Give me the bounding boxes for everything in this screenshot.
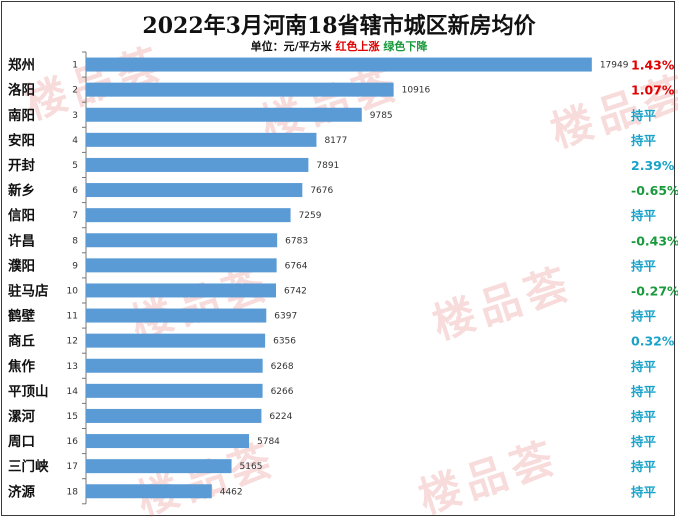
change-label: 0.32% — [631, 334, 675, 349]
city-label: 商丘 — [8, 333, 35, 350]
city-label: 平顶山 — [8, 384, 49, 400]
bar — [86, 107, 362, 122]
value-label: 6783 — [285, 236, 308, 246]
red-legend: 红色上涨 — [335, 40, 380, 53]
value-label: 6742 — [284, 286, 307, 296]
city-label: 济源 — [8, 483, 35, 500]
value-label: 9785 — [370, 111, 393, 121]
value-label: 6356 — [273, 337, 296, 347]
city-label: 开封 — [8, 157, 35, 174]
value-label: 10916 — [402, 86, 431, 96]
rank-label: 12 — [67, 337, 78, 347]
rank-label: 6 — [72, 186, 78, 196]
rank-label: 7 — [72, 211, 78, 221]
rank-label: 8 — [72, 236, 78, 246]
bar — [86, 183, 303, 198]
change-label: 1.43% — [631, 58, 675, 73]
city-label: 鹤壁 — [8, 308, 35, 325]
city-label: 焦作 — [7, 358, 35, 375]
chart-title: 2022年3月河南18省辖市城区新房均价 — [142, 13, 536, 39]
city-label: 信阳 — [8, 207, 35, 224]
bar — [86, 333, 266, 348]
change-label: 1.07% — [631, 83, 675, 98]
change-label: 持平 — [631, 359, 657, 374]
bar — [86, 157, 309, 172]
city-label: 濮阳 — [8, 257, 35, 274]
value-label: 7676 — [310, 186, 333, 196]
rank-label: 11 — [67, 312, 78, 322]
change-label: -0.27% — [631, 283, 678, 298]
change-label: 持平 — [631, 208, 657, 223]
chart-subtitle: 单位：元/平方米 红色上涨 绿色下降 — [0, 38, 678, 54]
city-label: 许昌 — [8, 232, 35, 249]
city-label: 洛阳 — [8, 82, 35, 99]
change-label: 持平 — [631, 409, 657, 424]
change-label: 2.39% — [631, 158, 675, 173]
city-label: 郑州 — [8, 57, 35, 74]
change-label: -0.65% — [631, 183, 678, 198]
bar — [86, 383, 263, 398]
bar — [86, 233, 278, 248]
change-label: 持平 — [631, 108, 657, 123]
green-legend: 绿色下降 — [383, 40, 428, 53]
value-label: 6266 — [271, 387, 294, 397]
value-label: 8177 — [324, 136, 347, 146]
bar — [86, 258, 277, 273]
bar — [86, 57, 592, 72]
city-label: 安阳 — [8, 132, 35, 149]
change-label: 持平 — [631, 384, 657, 399]
rank-label: 13 — [67, 362, 78, 372]
change-label: 持平 — [631, 434, 657, 449]
change-label: 持平 — [631, 258, 657, 273]
rank-label: 14 — [67, 387, 79, 397]
chart-frame — [1, 1, 675, 516]
bar — [86, 484, 212, 499]
value-label: 6224 — [269, 412, 292, 422]
value-label: 6764 — [285, 261, 308, 271]
change-label: 持平 — [631, 459, 657, 474]
bar — [86, 408, 262, 423]
value-label: 6397 — [274, 312, 297, 322]
value-label: 5165 — [240, 462, 263, 472]
value-label: 17949 — [600, 61, 629, 71]
rank-label: 10 — [67, 286, 79, 296]
change-label: 持平 — [631, 484, 657, 499]
bar — [86, 459, 232, 474]
city-label: 漯河 — [8, 408, 35, 425]
bar — [86, 358, 263, 373]
change-label: -0.43% — [631, 233, 678, 248]
bar — [86, 283, 277, 298]
unit-label: 单位：元/平方米 — [250, 40, 332, 53]
change-label: 持平 — [631, 133, 657, 148]
value-label: 7891 — [316, 161, 339, 171]
bar — [86, 132, 317, 147]
value-label: 4462 — [220, 487, 243, 497]
rank-label: 18 — [67, 487, 79, 497]
rank-label: 9 — [72, 261, 78, 271]
rank-label: 4 — [72, 136, 78, 146]
value-label: 7259 — [299, 211, 322, 221]
city-label: 驻马店 — [8, 282, 49, 299]
rank-label: 16 — [67, 437, 79, 447]
rank-label: 5 — [72, 161, 78, 171]
city-label: 南阳 — [8, 107, 35, 124]
change-label: 持平 — [631, 309, 657, 324]
value-label: 5784 — [257, 437, 280, 447]
city-label: 三门峡 — [8, 458, 49, 475]
bar — [86, 308, 267, 323]
rank-label: 15 — [67, 412, 78, 422]
rank-label: 2 — [72, 86, 78, 96]
bar — [86, 208, 291, 223]
rank-label: 17 — [67, 462, 78, 472]
rank-label: 1 — [72, 61, 78, 71]
rank-label: 3 — [72, 111, 78, 121]
city-label: 新乡 — [8, 182, 35, 199]
bar — [86, 434, 250, 449]
bar — [86, 82, 394, 97]
value-label: 6268 — [271, 362, 294, 372]
city-label: 周口 — [8, 434, 35, 450]
